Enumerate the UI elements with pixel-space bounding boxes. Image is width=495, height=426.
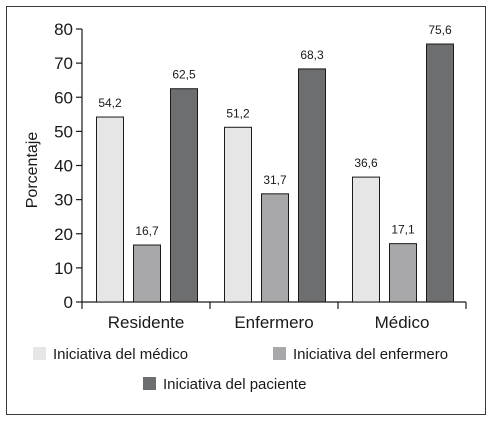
bar [96, 116, 124, 303]
bar-value-label: 62,5 [172, 68, 196, 82]
legend-swatch [33, 347, 46, 360]
y-tick-label: 60 [54, 88, 73, 107]
y-tick-label: 30 [54, 191, 73, 210]
y-tick-label: 20 [54, 225, 73, 244]
bar [426, 43, 454, 303]
legend-label: Iniciativa del médico [53, 346, 188, 363]
y-tick-label: 0 [64, 293, 73, 312]
bar [352, 176, 380, 303]
bar-value-label: 31,7 [263, 173, 287, 187]
bar-value-label: 17,1 [391, 223, 415, 237]
legend-swatch [143, 377, 156, 390]
y-tick-label: 70 [54, 54, 73, 73]
y-tick-label: 10 [54, 259, 73, 278]
bar-value-label: 68,3 [300, 48, 324, 62]
legend-label: Iniciativa del paciente [163, 376, 306, 393]
y-tick-label: 50 [54, 122, 73, 141]
legend-swatch [273, 347, 286, 360]
bar-value-label: 54,2 [98, 96, 122, 110]
bar [298, 68, 326, 303]
bar-value-label: 36,6 [354, 156, 378, 170]
y-tick-label: 80 [54, 20, 73, 39]
legend-label: Iniciativa del enfermero [293, 346, 448, 363]
bar-value-label: 51,2 [226, 106, 250, 120]
bar-value-label: 16,7 [135, 224, 159, 238]
category-label: Residente [108, 313, 185, 332]
bar [224, 126, 252, 303]
y-tick-label: 40 [54, 157, 73, 176]
y-axis-title: Porcentaje [24, 132, 41, 209]
bar [261, 193, 289, 303]
category-label: Enfermero [234, 313, 313, 332]
bar [170, 88, 198, 303]
bar [389, 243, 417, 303]
category-label: Médico [375, 313, 430, 332]
bar [133, 244, 161, 303]
bar-value-label: 75,6 [428, 23, 452, 37]
